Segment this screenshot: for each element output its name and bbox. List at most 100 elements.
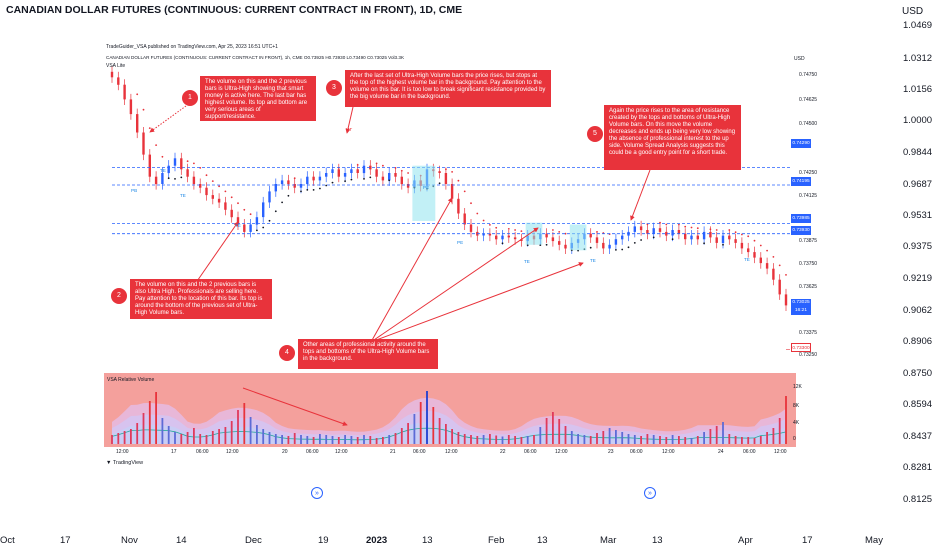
date-label: Nov [121,535,138,546]
price-label: 1.01565 [903,84,932,95]
signal-label: PE [423,185,430,190]
trend-dot [281,201,283,204]
volume-bar [627,434,630,444]
volume-bar [570,431,573,444]
volume-bar [608,428,611,444]
replay-icon[interactable]: » [644,487,656,499]
candle-body [161,173,164,184]
candle-body [337,169,340,177]
candle-body [394,173,397,177]
volume-bar [533,435,535,444]
trend-dot [388,179,391,182]
volume-bar [293,433,296,444]
volume-bar [199,434,202,444]
tradingview-watermark: ▼ TradingView [106,460,144,466]
date-label: 13 [537,535,548,546]
level-tag: 0.73930 [791,226,811,235]
trend-dot [520,230,523,233]
trend-dot [665,223,668,226]
volume-bar [388,435,391,444]
volume-bar [256,425,258,444]
volume-bar [224,427,227,444]
candle-body [236,217,240,225]
trend-dot [621,248,624,251]
candle-body [482,233,485,236]
volume-bar [552,412,554,444]
candle-body [117,77,120,85]
volume-bar [476,436,479,444]
volume-bar [514,436,516,444]
trend-dot [161,155,164,158]
inner-date: 12:00 [774,449,787,455]
volume-bar [445,424,447,444]
candle-body [444,173,448,184]
trend-dot [407,172,409,174]
line-tag: 0.73300 [791,343,811,352]
level-tag: 0.74195 [791,177,811,186]
trend-dot [734,231,737,234]
inner-price: 0.74250 [799,170,818,176]
volume-bar [155,392,157,444]
candle-body [488,233,492,236]
volume-bar [640,436,642,444]
volume-bar [287,436,290,444]
volume-bar [243,403,246,444]
trend-dot [256,229,258,232]
volume-bar [167,426,170,444]
volume-bar [117,433,120,444]
volume-bar [350,436,353,444]
volume-bar [426,391,428,444]
inner-price: 0.74125 [799,193,818,199]
level-tag: 0.74290 [791,139,811,148]
volume-bar [268,432,271,444]
trend-dot [514,229,516,231]
candle-body [652,228,655,234]
trend-dot [482,219,485,222]
candle-body [318,176,322,181]
volume-bar [665,437,668,444]
candle-body [129,99,133,115]
signal-label: PE [457,240,464,245]
volume-bar [633,435,636,444]
volume-bar [363,435,365,444]
volume-bar [394,433,397,444]
trend-dot [470,202,472,205]
trend-dot [306,189,309,191]
candle-body [268,191,271,203]
volume-label: 8K [793,403,800,409]
volume-bar [583,435,586,444]
volume-bar [457,432,460,444]
candle-body [558,241,561,245]
price-label: 0.90625 [903,305,932,316]
volume-bar [344,435,346,444]
volume-bar [218,429,220,444]
trend-dot [243,208,246,211]
trend-dot [627,246,630,249]
volume-bar [558,419,561,444]
candle-body [734,239,737,243]
annotation-number-4: 4 [279,345,295,361]
inner-currency: USD [794,56,805,62]
annotation-arrow-4 [370,227,539,343]
inner-date: 21 [390,449,396,455]
inner-date: 06:00 [196,449,209,455]
countdown: 16:21 [794,308,807,313]
volume-bar [741,437,743,444]
trend-dot [230,196,233,199]
candle-body [778,279,781,295]
candle-body [501,235,504,240]
chart-title: CANADIAN DOLLAR FUTURES (CONTINUOUS: CUR… [6,4,463,16]
candle-body [784,294,788,306]
inner-date: 24 [718,449,724,455]
volume-bar [539,427,542,444]
annotation-note-4: Other areas of professional activity aro… [298,339,438,369]
candle-body [747,248,750,253]
candle-body [469,224,473,232]
replay-icon[interactable]: » [311,487,323,499]
candle-body [287,180,290,185]
candle-body [551,237,555,242]
candle-body [715,237,718,243]
volume-bar [249,417,252,444]
candle-body [564,244,567,249]
